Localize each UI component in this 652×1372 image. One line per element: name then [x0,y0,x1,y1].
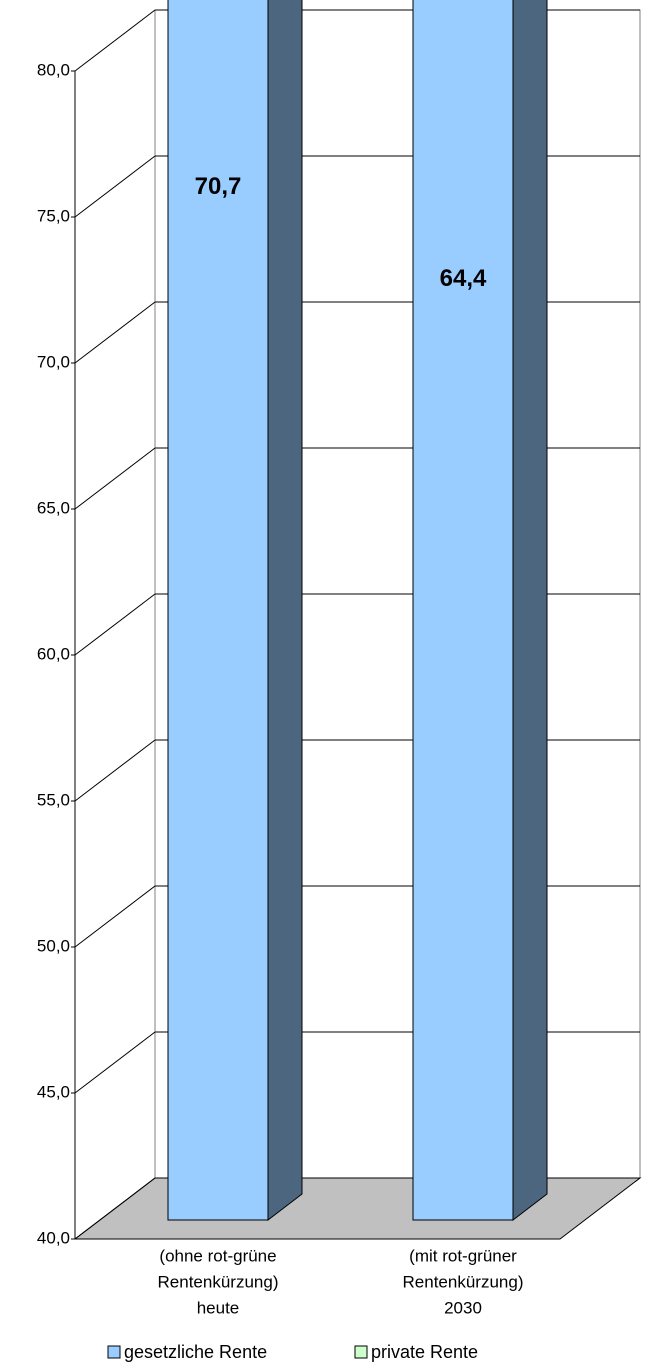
bar-side [267,0,303,1222]
bar [167,0,269,1221]
legend-label: private Rente [371,1342,478,1362]
y-tick-label: 45,0 [37,1082,70,1101]
legend-swatch [354,1345,368,1359]
floor [73,1177,642,1240]
bar [412,0,514,1221]
x-tick-label: (ohne rot-grüne [159,1246,276,1265]
grid-line [74,155,156,218]
legend-swatch [107,1345,121,1359]
grid-line [74,1031,156,1094]
grid-line [74,301,156,364]
grid-line [74,739,156,802]
y-tick-label: 40,0 [37,1228,70,1247]
x-tick-label: heute [197,1298,240,1317]
grid-line [74,593,156,656]
y-tick-label: 75,0 [37,206,70,225]
grid-line [74,9,156,72]
bar-side [512,0,548,1222]
y-tick-label: 50,0 [37,936,70,955]
y-tick-label: 60,0 [37,644,70,663]
x-tick-label: Rentenkürzung) [158,1272,279,1291]
y-tick-label: 55,0 [37,790,70,809]
grid-line [74,447,156,510]
grid-line [74,885,156,948]
value-label: 64,4 [440,265,487,292]
legend-label: gesetzliche Rente [124,1342,267,1362]
grid-line [74,1177,156,1240]
x-tick-label: (mit rot-grüner [409,1246,517,1265]
x-tick-label: Rentenkürzung) [403,1272,524,1291]
y-tick-label: 70,0 [37,352,70,371]
y-tick-label: 65,0 [37,498,70,517]
y-tick-label: 80,0 [37,60,70,79]
x-tick-label: 2030 [444,1298,482,1317]
value-label: 70,7 [195,173,242,200]
